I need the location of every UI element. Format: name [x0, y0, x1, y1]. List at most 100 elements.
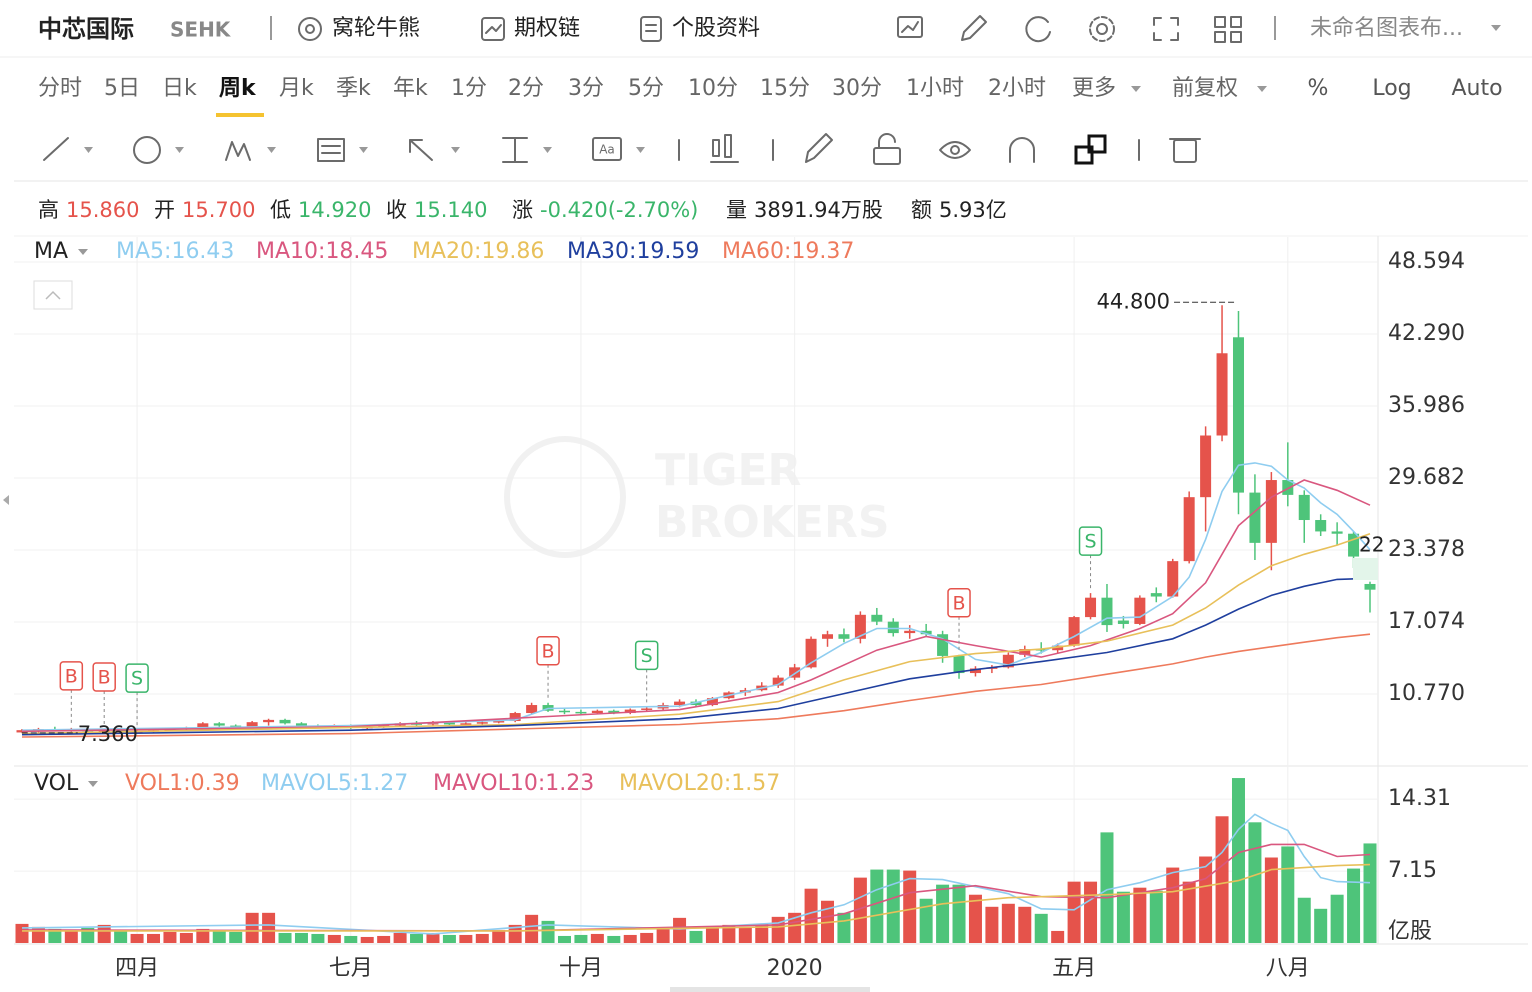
volume-bar — [311, 933, 325, 943]
candle-body — [230, 725, 242, 728]
quote-label: 收 — [386, 198, 407, 222]
volume-bar — [327, 934, 341, 943]
quote-value: 14.920 — [298, 198, 371, 222]
period-tab[interactable]: 季k — [336, 76, 371, 101]
signal-box — [634, 640, 659, 671]
volume-bar — [492, 929, 506, 943]
layout-name[interactable]: 未命名图表布... — [1310, 16, 1463, 41]
candle-body — [1134, 597, 1146, 624]
period-tab[interactable]: 3分 — [568, 76, 604, 101]
candle-body — [246, 722, 258, 727]
period-tab[interactable]: 2小时 — [988, 76, 1046, 101]
ma-line — [22, 863, 1371, 932]
signal-box — [536, 636, 560, 666]
volume-bar — [557, 935, 571, 943]
candle-body — [279, 719, 291, 724]
exchange: SEHK — [170, 18, 232, 42]
legend-entry: MA5:16.43 — [116, 239, 234, 264]
period-tab[interactable]: 2分 — [508, 76, 544, 101]
volume-bar — [590, 933, 604, 943]
indicator-name[interactable]: VOL — [34, 771, 79, 796]
volume-bar — [245, 912, 259, 943]
candle-body — [1249, 492, 1261, 543]
volume-bar — [640, 932, 654, 943]
quote-label: 额 — [911, 198, 932, 222]
min-label: 7.360 — [78, 722, 138, 746]
indicator-name[interactable]: MA — [34, 239, 68, 264]
volume-bar — [130, 933, 144, 943]
toolbar-icons — [897, 15, 1242, 43]
watermark: TIGER — [655, 445, 801, 496]
period-tab[interactable]: 10分 — [688, 76, 738, 101]
candle-body — [1364, 583, 1376, 590]
volume-bar — [1149, 890, 1163, 943]
profile-link[interactable]: 个股资料 — [672, 16, 760, 41]
candle-body — [674, 701, 686, 706]
x-tick-label: 2020 — [767, 956, 823, 981]
period-tab[interactable]: 5日 — [104, 76, 140, 101]
candle-body — [624, 709, 636, 714]
selected-tool[interactable] — [1074, 134, 1107, 165]
period-tab[interactable]: 15分 — [760, 76, 810, 101]
period-tab[interactable]: 分时 — [38, 76, 82, 101]
candle-body — [937, 634, 949, 656]
x-tick-label: 十月 — [559, 956, 603, 981]
x-tick-label: 四月 — [115, 956, 159, 981]
quote-value: 3891.94万股 — [754, 198, 883, 222]
candle-body — [1298, 494, 1310, 521]
candle-body — [608, 710, 620, 714]
signal-box — [92, 662, 116, 692]
y-tick-label: 17.074 — [1388, 609, 1465, 634]
candle-body — [920, 630, 932, 635]
period-tab[interactable]: 1分 — [451, 76, 487, 101]
volume-bar — [1067, 881, 1081, 943]
candle-body — [1068, 617, 1080, 646]
dropdown-caret — [1131, 86, 1141, 92]
volume-bar — [508, 924, 522, 943]
candle-body — [1265, 480, 1277, 543]
quote-label: 低 — [270, 198, 291, 222]
period-tab[interactable]: 周k — [219, 76, 257, 101]
watermark: BROKERS — [655, 497, 890, 548]
period-tab[interactable]: 30分 — [832, 76, 882, 101]
legend-entry: MAVOL10:1.23 — [433, 771, 594, 796]
volume-bar — [1264, 857, 1278, 943]
toggle[interactable]: Auto — [1451, 76, 1502, 101]
toggle[interactable]: % — [1308, 76, 1329, 101]
volume-bar — [1231, 778, 1245, 943]
toggle[interactable]: Log — [1372, 76, 1411, 101]
candle-body — [591, 710, 603, 714]
ma-line — [21, 462, 1371, 731]
candle-body — [197, 723, 209, 728]
volume-bar — [163, 931, 177, 943]
candle-body — [953, 655, 965, 674]
period-tab[interactable]: 5分 — [628, 76, 664, 101]
volume-bar — [1084, 881, 1098, 943]
scrollbar — [670, 987, 870, 992]
period-tab[interactable]: 1小时 — [906, 76, 964, 101]
signal-label: B — [65, 665, 78, 687]
quote-value: 5.93亿 — [939, 198, 1007, 222]
candle-body — [1183, 497, 1195, 562]
ma-line — [21, 843, 1371, 932]
volume-bar — [985, 906, 999, 943]
legend-entry: MAVOL20:1.57 — [619, 771, 780, 796]
profile-icon — [640, 16, 662, 42]
period-tab[interactable]: 年k — [393, 76, 428, 101]
candle-body — [443, 722, 455, 725]
candle-body — [854, 614, 866, 639]
candle-body — [1117, 620, 1129, 624]
period-tab[interactable]: 日k — [162, 76, 197, 101]
warrant-link[interactable]: 窝轮牛熊 — [332, 16, 420, 41]
candle-body — [1216, 353, 1228, 436]
period-tab[interactable]: 月k — [279, 76, 314, 101]
drawing-tools — [43, 133, 1201, 165]
option-link[interactable]: 期权链 — [514, 16, 580, 41]
more-tab[interactable]: 更多 — [1072, 76, 1116, 101]
adjust-tab[interactable]: 前复权 — [1172, 76, 1238, 101]
candle-body — [904, 630, 916, 634]
volume-bar — [48, 928, 62, 943]
option-icon — [481, 17, 505, 41]
collapse-button[interactable] — [33, 280, 73, 310]
volume-bar — [1051, 930, 1065, 943]
